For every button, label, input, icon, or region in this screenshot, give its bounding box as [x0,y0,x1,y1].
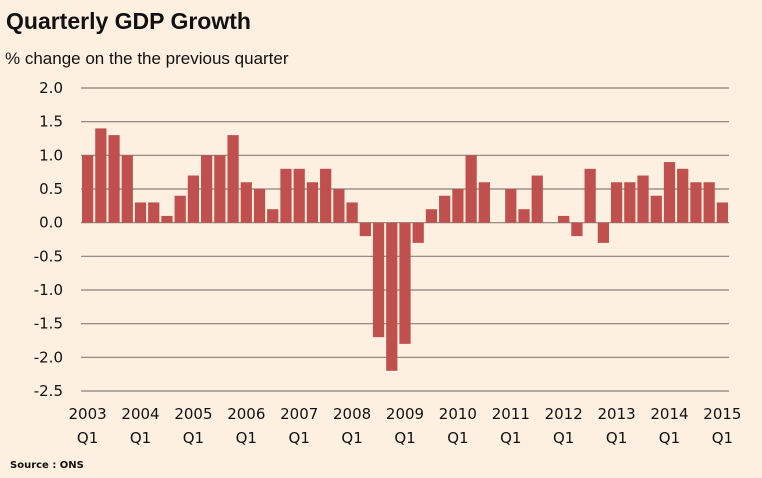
y-tick-label: 1.5 [39,113,63,131]
bar [677,168,689,223]
x-tick-year: 2013 [597,405,635,423]
bar [610,182,623,223]
x-tick-quarter: Q1 [606,429,627,447]
x-tick-year: 2015 [703,405,741,423]
x-tick-year: 2010 [439,405,477,423]
y-tick-label: -2.5 [34,382,63,400]
x-tick-quarter: Q1 [712,429,733,447]
x-tick-quarter: Q1 [130,429,151,447]
bar [372,222,385,338]
bar [518,209,530,223]
bar [558,215,570,223]
bar [624,182,636,223]
bar [95,128,107,223]
bar [399,222,411,344]
bar [227,135,239,223]
bar [161,215,173,223]
bar [439,195,451,223]
y-tick-label: -1.5 [34,315,63,333]
bar [452,189,464,223]
y-tick-label: 1.0 [39,146,63,164]
bar [320,168,332,223]
bar [333,189,345,223]
x-tick-year: 2011 [492,405,530,423]
bar [716,202,728,223]
x-tick-quarter: Q1 [183,429,204,447]
x-tick-year: 2007 [280,405,318,423]
x-tick-quarter: Q1 [289,429,310,447]
x-tick-year: 2003 [69,405,107,423]
bar [148,202,160,223]
bar [240,182,252,223]
y-tick-label: 0.0 [39,214,63,232]
bar [346,202,358,223]
bar [425,209,438,223]
x-tick-quarter: Q1 [447,429,468,447]
bar [505,189,517,223]
x-tick-quarter: Q1 [77,429,98,447]
bar [531,175,543,223]
y-tick-label: -1.0 [34,281,63,299]
x-tick-quarter: Q1 [659,429,680,447]
y-tick-label: 2.0 [39,79,63,97]
x-tick-quarter: Q1 [553,429,574,447]
x-tick-quarter: Q1 [394,429,415,447]
bar [267,209,279,223]
x-tick-quarter: Q1 [500,429,521,447]
bar [663,162,676,223]
bar [571,222,583,237]
y-tick-label: 0.5 [39,180,63,198]
y-tick-label: -0.5 [34,247,63,265]
x-tick-quarter: Q1 [236,429,257,447]
bar [359,222,371,237]
bar [214,155,226,223]
bar [412,222,424,243]
bar [690,182,702,223]
bar [280,168,292,223]
y-tick-label: -2.0 [34,348,63,366]
bar [82,155,94,223]
bar [703,182,715,223]
bar [584,168,596,223]
bar [306,182,319,223]
bar [253,189,266,223]
x-tick-year: 2008 [333,405,371,423]
x-tick-year: 2012 [545,405,583,423]
bar [201,155,213,223]
x-tick-year: 2009 [386,405,424,423]
bar [637,175,649,223]
bar [121,155,133,223]
bar [108,135,120,223]
bar [478,182,490,223]
bar [134,202,147,223]
x-tick-year: 2006 [227,405,265,423]
chart-subtitle: % change on the the previous quarter [5,49,289,68]
source-note: Source : ONS [10,460,84,471]
bar [650,195,662,223]
x-tick-year: 2004 [121,405,159,423]
bar [465,155,477,223]
bar [187,175,200,223]
chart-title: Quarterly GDP Growth [6,8,251,34]
x-tick-year: 2005 [174,405,212,423]
bar [386,222,398,371]
x-tick-quarter: Q1 [341,429,362,447]
x-tick-year: 2014 [650,405,688,423]
bar [174,195,186,223]
bar [293,168,305,223]
bar [597,222,609,243]
